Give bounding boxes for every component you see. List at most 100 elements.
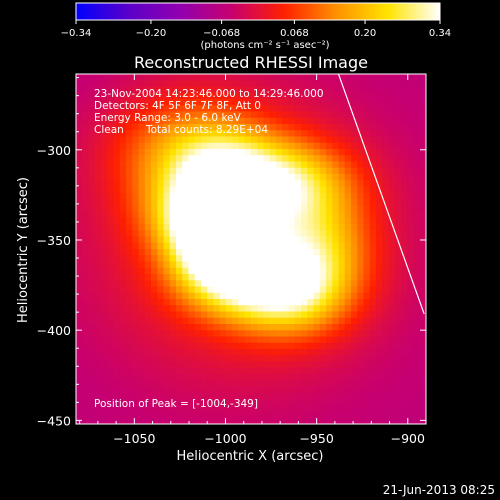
- intensity-cell: [213, 205, 221, 212]
- intensity-cell: [188, 392, 196, 400]
- intensity-cell: [207, 111, 214, 119]
- intensity-cell: [169, 155, 177, 162]
- intensity-cell: [419, 324, 426, 331]
- intensity-cell: [351, 199, 358, 206]
- intensity-cell: [176, 336, 183, 344]
- intensity-cell: [107, 317, 114, 325]
- intensity-cell: [301, 217, 308, 225]
- intensity-cell: [263, 380, 271, 387]
- intensity-cell: [238, 386, 246, 394]
- intensity-cell: [101, 236, 108, 244]
- intensity-cell: [219, 299, 227, 306]
- intensity-cell: [351, 299, 358, 306]
- intensity-cell: [163, 392, 171, 400]
- intensity-cell: [232, 161, 239, 169]
- intensity-cell: [251, 92, 258, 100]
- intensity-cell: [238, 261, 246, 269]
- intensity-cell: [344, 217, 352, 225]
- intensity-cell: [151, 392, 158, 400]
- intensity-cell: [88, 111, 96, 119]
- intensity-cell: [351, 205, 358, 212]
- intensity-cell: [194, 105, 202, 112]
- intensity-cell: [238, 199, 246, 206]
- intensity-cell: [363, 311, 371, 319]
- intensity-cell: [282, 336, 289, 344]
- intensity-cell: [257, 155, 264, 162]
- intensity-cell: [269, 317, 277, 325]
- intensity-cell: [301, 361, 308, 369]
- intensity-cell: [151, 380, 158, 387]
- intensity-cell: [413, 230, 421, 237]
- intensity-cell: [238, 330, 246, 337]
- intensity-cell: [94, 224, 102, 231]
- intensity-cell: [357, 105, 364, 112]
- intensity-cell: [226, 274, 233, 281]
- intensity-cell: [219, 205, 227, 212]
- intensity-cell: [401, 299, 408, 306]
- intensity-cell: [338, 380, 346, 387]
- intensity-cell: [326, 180, 333, 187]
- intensity-cell: [138, 105, 146, 112]
- intensity-cell: [101, 299, 108, 306]
- intensity-cell: [269, 361, 277, 369]
- intensity-cell: [332, 224, 339, 231]
- intensity-cell: [276, 105, 283, 112]
- intensity-cell: [282, 330, 289, 337]
- intensity-cell: [338, 92, 346, 100]
- intensity-cell: [376, 180, 383, 187]
- intensity-cell: [344, 405, 352, 412]
- intensity-cell: [132, 186, 139, 194]
- intensity-cell: [176, 92, 183, 100]
- intensity-cell: [182, 274, 189, 281]
- intensity-cell: [388, 324, 396, 331]
- intensity-cell: [188, 349, 196, 356]
- intensity-cell: [357, 117, 364, 125]
- intensity-cell: [413, 86, 421, 94]
- intensity-cell: [132, 367, 139, 375]
- intensity-cell: [244, 180, 252, 187]
- intensity-cell: [226, 286, 233, 294]
- intensity-cell: [163, 74, 171, 81]
- intensity-cell: [388, 142, 396, 150]
- intensity-cell: [76, 199, 83, 206]
- intensity-cell: [419, 136, 426, 144]
- intensity-cell: [82, 280, 89, 287]
- intensity-cell: [357, 211, 364, 219]
- intensity-cell: [419, 280, 426, 287]
- intensity-cell: [176, 155, 183, 162]
- intensity-cell: [163, 136, 171, 144]
- intensity-cell: [226, 205, 233, 212]
- intensity-cell: [157, 374, 164, 381]
- intensity-cell: [194, 86, 202, 94]
- intensity-cell: [413, 199, 421, 206]
- intensity-cell: [101, 205, 108, 212]
- intensity-cell: [263, 324, 271, 331]
- intensity-cell: [151, 186, 158, 194]
- intensity-cell: [207, 149, 214, 156]
- intensity-cell: [176, 361, 183, 369]
- intensity-cell: [119, 86, 127, 94]
- intensity-cell: [226, 211, 233, 219]
- intensity-cell: [94, 411, 102, 419]
- intensity-cell: [276, 249, 283, 256]
- intensity-cell: [213, 374, 221, 381]
- intensity-cell: [407, 99, 414, 106]
- intensity-cell: [157, 236, 164, 244]
- intensity-cell: [169, 142, 177, 150]
- intensity-cell: [257, 367, 264, 375]
- intensity-cell: [419, 117, 426, 125]
- intensity-cell: [88, 267, 96, 275]
- intensity-cell: [138, 174, 146, 181]
- intensity-cell: [363, 80, 371, 87]
- intensity-cell: [194, 386, 202, 394]
- intensity-cell: [163, 261, 171, 269]
- intensity-cell: [182, 392, 189, 400]
- intensity-cell: [257, 80, 264, 87]
- intensity-cell: [144, 117, 152, 125]
- intensity-cell: [157, 180, 164, 187]
- intensity-cell: [394, 92, 402, 100]
- intensity-cell: [207, 374, 214, 381]
- intensity-cell: [119, 292, 127, 300]
- intensity-cell: [344, 330, 352, 337]
- intensity-cell: [313, 292, 321, 300]
